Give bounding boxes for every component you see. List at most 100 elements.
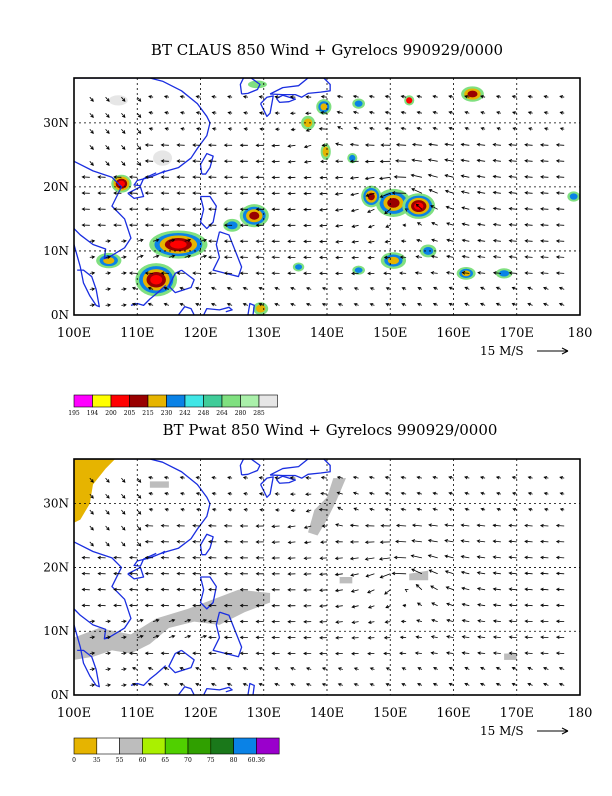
wind-vector-146	[239, 207, 248, 211]
coastline-9	[177, 686, 195, 695]
cloud-patch-13-level-1	[349, 154, 356, 162]
wind-vector-347	[464, 507, 470, 512]
wind-vector-5	[81, 223, 90, 227]
wind-vector-328	[445, 205, 454, 210]
wind-vector-321	[432, 475, 438, 480]
wind-vector-270	[384, 239, 391, 244]
wind-vector-40	[121, 112, 126, 118]
wind-vector-337	[464, 286, 470, 291]
wind-vector-319	[432, 126, 438, 131]
wind-vector-348	[464, 111, 470, 115]
wind-vector-28	[121, 683, 127, 687]
wind-vector-27	[105, 477, 110, 483]
wind-vector-223	[320, 475, 328, 480]
cloud-patch-20-level-2	[467, 90, 478, 98]
wind-vector-346	[460, 142, 470, 147]
colorbar-swatch-5	[166, 394, 186, 408]
cloud-patch-16-level-1	[423, 247, 434, 255]
wind-vector-183	[290, 667, 296, 671]
wind-vector-17	[105, 255, 112, 259]
wind-vector-164	[255, 524, 264, 528]
wind-vector-340	[461, 238, 470, 243]
wind-vector-262	[364, 143, 375, 147]
wind-vector-423	[555, 255, 565, 259]
wind-vector-410	[540, 619, 549, 624]
wind-vector-311	[430, 254, 438, 259]
coastline-14	[275, 94, 297, 103]
wind-vector-382	[508, 619, 517, 623]
wind-vector-232	[334, 556, 343, 561]
wind-vector-397	[524, 603, 533, 608]
wind-vector-166	[258, 111, 264, 115]
wind-vector-121	[207, 539, 217, 544]
wind-vector-391	[511, 475, 517, 480]
wind-vector-368	[492, 619, 501, 623]
wind-vector-13	[89, 96, 94, 102]
wind-vector-122	[207, 524, 217, 528]
wind-vector-143	[239, 635, 248, 640]
wind-vector-93	[176, 539, 185, 544]
wind-vector-78	[160, 175, 169, 179]
wind-vector-68	[148, 111, 154, 115]
wind-vector-390	[511, 111, 517, 115]
wind-vector-88	[184, 618, 192, 623]
wind-vector-66	[144, 143, 154, 147]
wind-vector-153	[242, 95, 248, 99]
wind-vector-355	[477, 603, 486, 607]
wind-vector-407	[543, 666, 549, 671]
wind-vector-221	[318, 127, 328, 131]
wind-vector-276	[380, 143, 391, 147]
wind-vector-292	[400, 110, 407, 115]
wind-vector-9	[89, 541, 94, 547]
wind-vector-1	[89, 667, 96, 672]
wind-vector-72	[160, 271, 169, 275]
wind-vector-273	[379, 573, 391, 579]
wind-vector-187	[287, 603, 296, 608]
wind-vector-132	[223, 587, 233, 592]
wind-vector-28	[121, 303, 127, 307]
wind-vector-42	[131, 302, 138, 307]
coastline-16	[160, 550, 166, 555]
wind-vector-41	[121, 96, 126, 102]
colorbar-swatch-0	[73, 737, 98, 755]
wind-vector-211	[321, 667, 328, 671]
wind-vector-311	[430, 635, 438, 639]
wind-vector-76	[160, 587, 169, 592]
wind-vector-19	[97, 603, 106, 608]
colorbar-label: 70	[184, 757, 192, 764]
wind-vector-169	[274, 667, 280, 671]
wind-vector-33	[113, 603, 122, 608]
wind-vector-288	[393, 555, 407, 560]
y-tick-label: 0N	[51, 308, 69, 322]
wind-vector-227	[335, 636, 343, 640]
wind-vector-142	[239, 651, 248, 656]
wind-vector-4	[89, 619, 96, 624]
wind-vector-327	[446, 222, 454, 226]
claus-grid	[74, 78, 580, 315]
wind-vector-245	[350, 573, 359, 577]
colorbar-swatch-8	[256, 737, 280, 755]
wind-vector-288	[393, 175, 407, 179]
wind-vector-152	[243, 492, 248, 496]
wind-vector-356	[476, 587, 486, 591]
colorbar-swatch-6	[184, 394, 204, 408]
wind-vector-51	[136, 541, 142, 547]
wind-vector-411	[540, 223, 549, 227]
wind-vector-369	[492, 603, 501, 607]
colorbar-swatch-5	[187, 737, 212, 755]
wind-vector-45	[137, 254, 144, 259]
coastline-13	[260, 95, 274, 118]
wind-vector-160	[255, 587, 264, 592]
cloud-patch-23-level-1	[569, 193, 578, 200]
wind-vector-304	[411, 142, 422, 147]
wind-vector-257	[367, 224, 375, 229]
wind-vector-427	[555, 571, 565, 576]
wind-vector-423	[555, 635, 565, 640]
wind-vector-167	[258, 95, 264, 99]
wind-vector-196	[305, 302, 312, 307]
pwat-grid	[74, 459, 580, 695]
wind-vector-172	[271, 619, 280, 624]
wind-vector-186	[287, 239, 296, 244]
wind-vector-85	[179, 666, 185, 671]
